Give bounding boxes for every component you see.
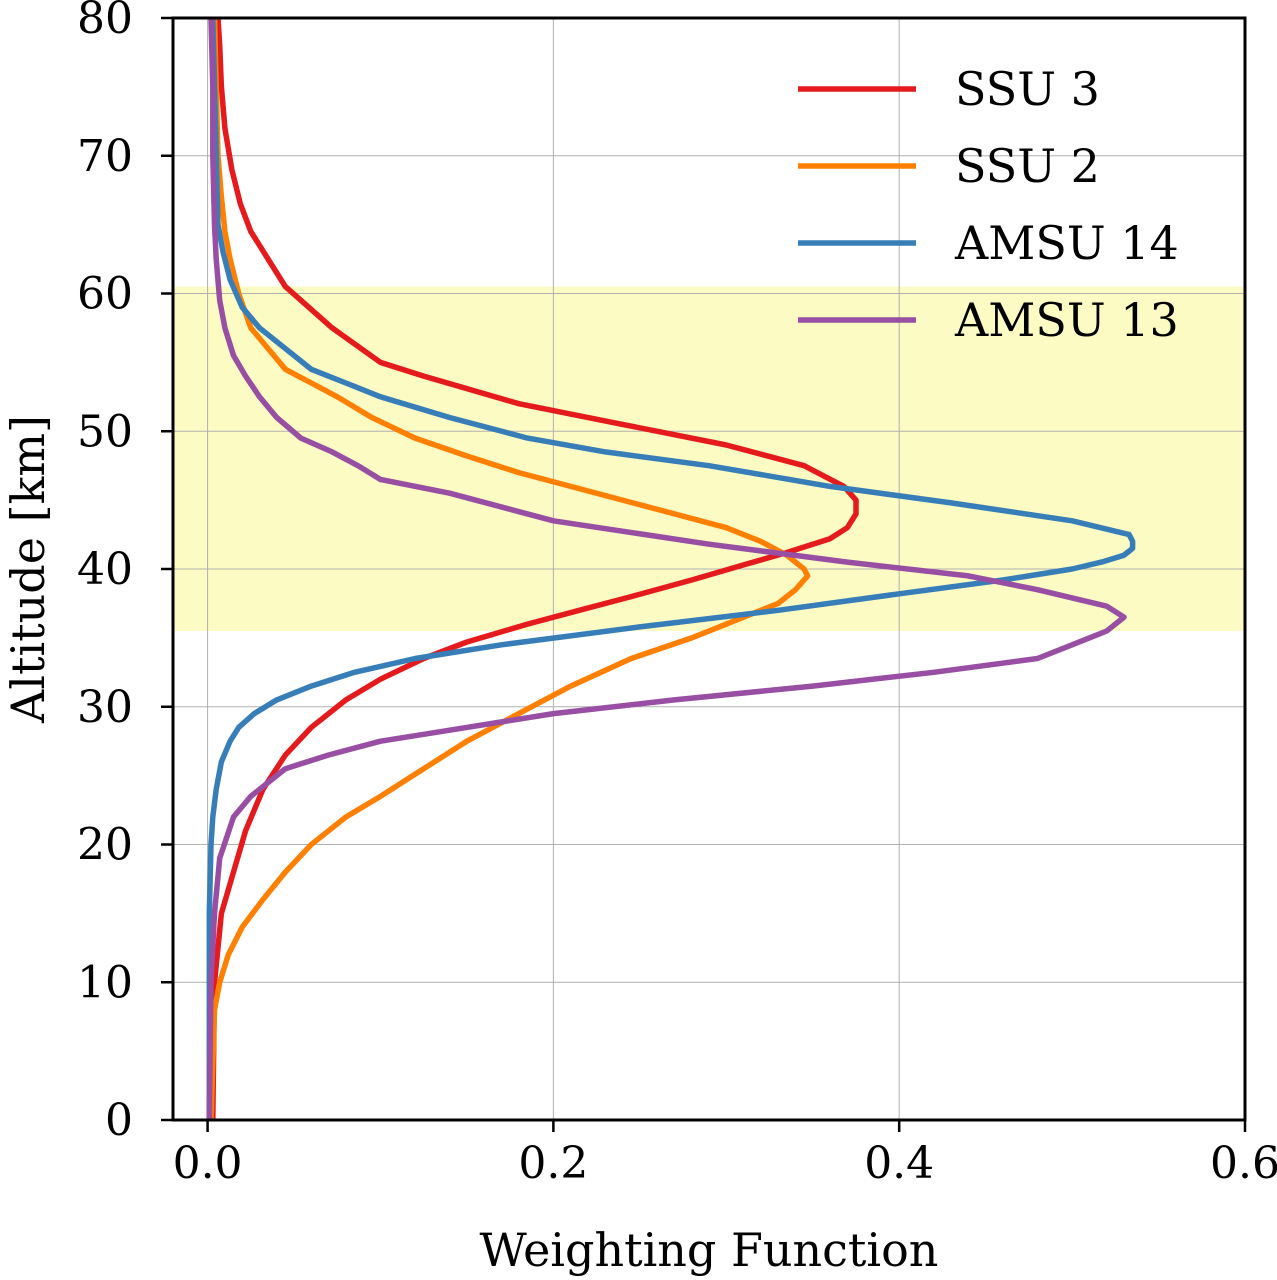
- legend: SSU 3 SSU 2 AMSU 14 AMSU 13: [798, 62, 1179, 347]
- y-tick-label: 0: [105, 1095, 133, 1146]
- x-tick-label: 0.4: [864, 1138, 934, 1189]
- y-tick-label: 60: [77, 269, 133, 320]
- y-tick-label: 30: [77, 682, 133, 733]
- x-axis-title: Weighting Function: [480, 1223, 939, 1277]
- legend-label: SSU 3: [955, 62, 1100, 116]
- legend-label: SSU 2: [955, 139, 1100, 193]
- legend-label: AMSU 14: [954, 216, 1179, 270]
- x-tick-label: 0.0: [173, 1138, 243, 1189]
- y-tick-label: 10: [77, 957, 133, 1008]
- x-tick-label: 0.2: [518, 1138, 588, 1189]
- x-tick-label: 0.6: [1210, 1138, 1277, 1189]
- y-axis-title: Altitude [km]: [1, 415, 55, 724]
- y-tick-label: 50: [77, 406, 133, 457]
- axis-ticks: 0.0 0.2 0.4 0.6 0 10 20 30 40 50 60 70 80: [77, 0, 1277, 1189]
- y-tick-label: 20: [77, 820, 133, 871]
- y-tick-label: 70: [77, 131, 133, 182]
- series-line-amsu-13: [206, 18, 1127, 1120]
- series-line-ssu-3: [210, 18, 859, 1120]
- y-tick-label: 80: [77, 0, 133, 44]
- series-line-amsu-14: [206, 18, 1136, 1120]
- y-tick-label: 40: [77, 544, 133, 595]
- series-lines: [206, 18, 1136, 1120]
- legend-label: AMSU 13: [954, 293, 1179, 347]
